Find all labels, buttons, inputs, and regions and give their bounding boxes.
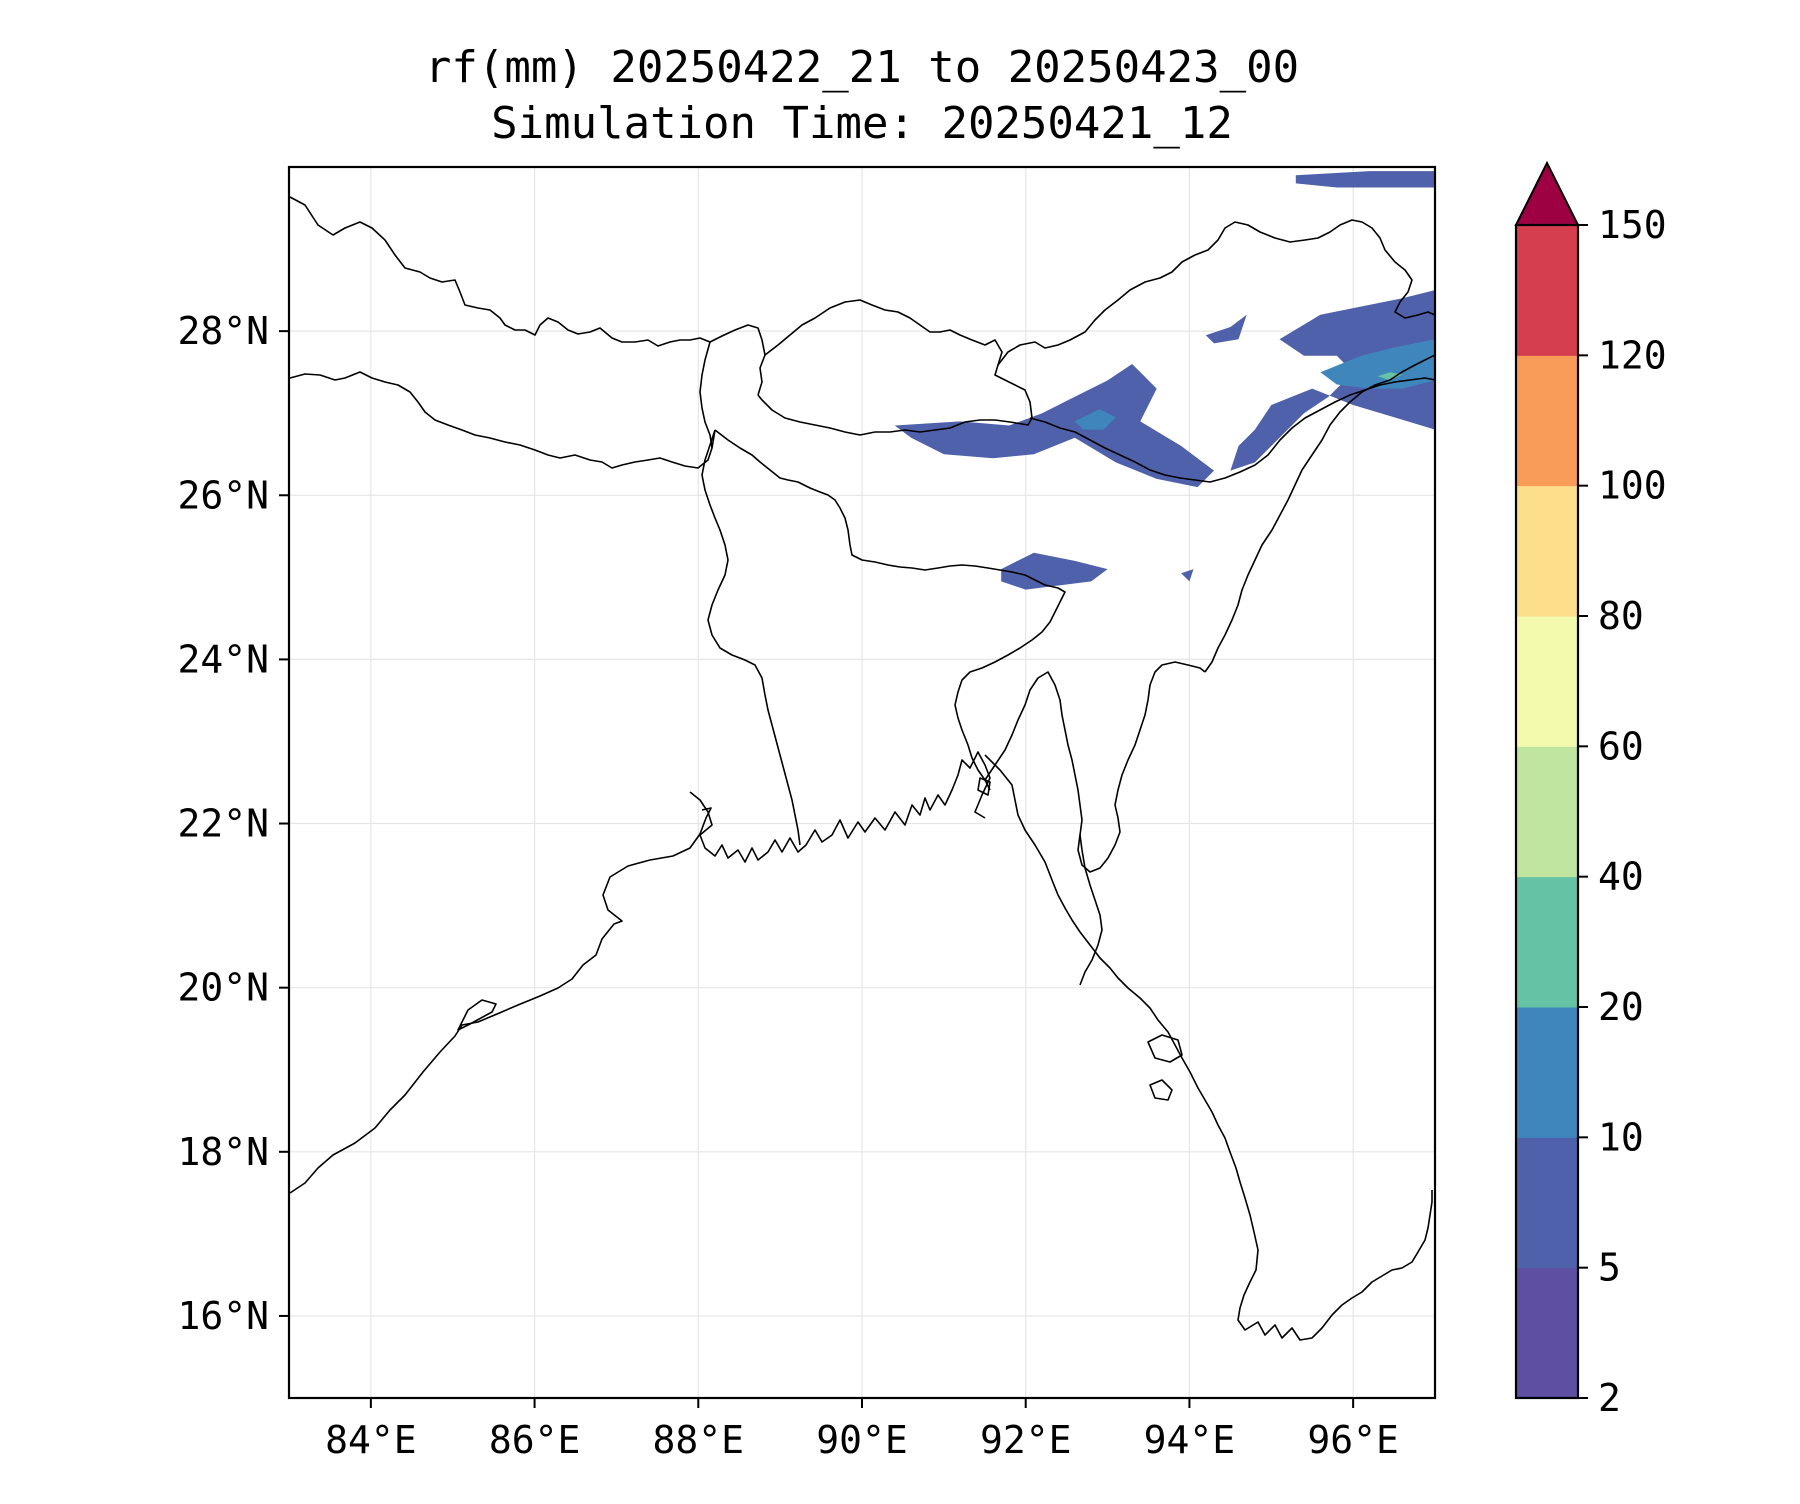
tick-label-lon: 94°E xyxy=(1144,1418,1236,1462)
gridlines xyxy=(289,167,1435,1398)
island-2 xyxy=(1149,1079,1173,1101)
border-tripura xyxy=(984,661,1206,873)
colorbar-frame xyxy=(1514,223,1580,1400)
colorbar-bin xyxy=(1516,355,1578,487)
rain-area-arunachal-east xyxy=(1230,290,1435,471)
colorbar-tick-label: 80 xyxy=(1598,594,1644,638)
colorbar-bin xyxy=(1516,746,1578,878)
latitude-ticks: 16°N 18°N 20°N 22°N 24°N 26°N 28°N xyxy=(177,309,289,1338)
coastline-myanmar xyxy=(984,754,1433,1341)
title-line-1: rf(mm) 20250422_21 to 20250423_00 xyxy=(425,42,1299,93)
border-sikkim xyxy=(709,324,766,396)
colorbar-bin xyxy=(1516,876,1578,1008)
tick-label-lon: 88°E xyxy=(653,1418,745,1462)
colorbar-ticks: 2 5 10 20 40 60 80 100 120 150 xyxy=(1578,203,1667,1420)
tick-label-lon: 92°E xyxy=(980,1418,1072,1462)
rain-area-small-cell-1 xyxy=(1181,569,1194,582)
colorbar: 2 5 10 20 40 60 80 100 120 150 xyxy=(1514,160,1667,1420)
rain-area-arunachal-north xyxy=(1295,171,1435,188)
tick-label-lat: 20°N xyxy=(177,966,269,1010)
tick-label-lon: 84°E xyxy=(325,1418,417,1462)
island-4 xyxy=(457,999,497,1031)
colorbar-bin xyxy=(1516,225,1578,356)
border-nepal-south xyxy=(289,371,716,469)
border-mizoram xyxy=(1079,834,1103,986)
border-bangladesh-west xyxy=(701,429,801,846)
rain-area-assam-band-core xyxy=(1074,409,1116,430)
border-myanmar-north xyxy=(1204,354,1435,673)
rain-area-arunachal-west-blob xyxy=(1205,314,1247,344)
colorbar-tick-label: 60 xyxy=(1598,724,1644,768)
map-frame xyxy=(287,165,1437,1400)
colorbar-bin xyxy=(1516,485,1578,617)
colorbar-tick-label: 120 xyxy=(1598,333,1667,377)
rain-area-arunachal-east-core xyxy=(1320,339,1435,389)
border-bhutan xyxy=(757,299,1033,436)
island-1 xyxy=(1147,1034,1183,1063)
tick-label-lat: 18°N xyxy=(177,1130,269,1174)
longitude-ticks: 84°E 86°E 88°E 90°E 92°E 94°E 96°E xyxy=(325,1398,1399,1462)
colorbar-tick-label: 10 xyxy=(1598,1115,1644,1159)
tick-label-lon: 86°E xyxy=(489,1418,581,1462)
tick-label-lat: 26°N xyxy=(177,473,269,517)
tick-label-lat: 16°N xyxy=(177,1294,269,1338)
coastline-bengal-delta xyxy=(689,751,991,863)
tick-label-lat: 28°N xyxy=(177,309,269,353)
tick-label-lon: 90°E xyxy=(816,1418,908,1462)
title-line-2: Simulation Time: 20250421_12 xyxy=(491,98,1233,149)
colorbar-bins xyxy=(1516,225,1578,1399)
boundaries-layer xyxy=(289,196,1435,1341)
tick-label-lon: 96°E xyxy=(1307,1418,1399,1462)
colorbar-bin xyxy=(1516,1007,1578,1138)
colorbar-tick-label: 100 xyxy=(1598,464,1667,508)
colorbar-extend-arrow xyxy=(1514,160,1580,226)
colorbar-bin xyxy=(1516,616,1578,747)
border-nepal-east xyxy=(699,341,713,449)
border-bangladesh xyxy=(714,429,1066,791)
coastline-india-east xyxy=(289,807,712,1194)
map-panel: 84°E 86°E 88°E 90°E 92°E 94°E 96°E 16°N 18°N 20°… xyxy=(177,165,1437,1462)
colorbar-tick-label: 40 xyxy=(1598,855,1644,899)
tick-label-lat: 22°N xyxy=(177,802,269,846)
tick-label-lat: 24°N xyxy=(177,637,269,681)
border-arunachal xyxy=(997,219,1435,366)
colorbar-tick-label: 5 xyxy=(1598,1246,1621,1290)
colorbar-tick-label: 20 xyxy=(1598,985,1644,1029)
island-3 xyxy=(977,777,991,796)
rain-area-arunachal-east-peak xyxy=(1377,372,1403,381)
colorbar-tick-label: 150 xyxy=(1598,203,1667,247)
border-nepal-north xyxy=(289,196,711,347)
colorbar-bin xyxy=(1516,1137,1578,1269)
colorbar-bin xyxy=(1516,1267,1578,1399)
colorbar-tick-label: 2 xyxy=(1598,1376,1621,1420)
rain-area-meghalaya-blob xyxy=(1001,552,1108,590)
